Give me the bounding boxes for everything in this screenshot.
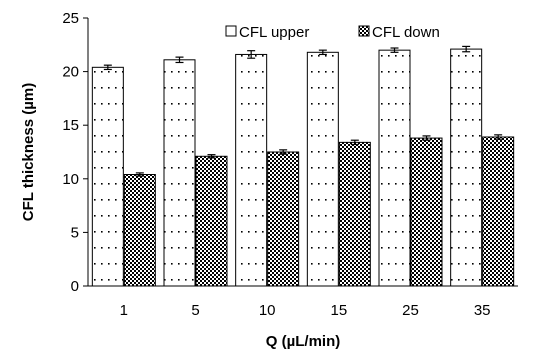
- bar-upper-35: [450, 48, 483, 287]
- x-ticks: 1 5 10 15 25 35: [120, 302, 491, 319]
- legend: CFL upper CFL down: [225, 24, 440, 41]
- bar-down-15: [338, 141, 371, 287]
- bar-down-10: [267, 151, 300, 287]
- bar-upper-5: [163, 59, 196, 287]
- y-axis-title: CFL thickness (µm): [20, 83, 37, 221]
- x-tick-label: 25: [402, 302, 419, 319]
- bar-down-35: [482, 136, 515, 287]
- error-bar-down-10: [279, 149, 288, 155]
- y-tick-label: 15: [62, 117, 79, 134]
- bar-down-25: [410, 137, 443, 287]
- x-tick-label: 1: [120, 302, 128, 319]
- bar-upper-25: [378, 49, 411, 287]
- error-bar-upper-1: [103, 64, 112, 71]
- x-tick-label: 15: [330, 302, 347, 319]
- x-tick-label: 5: [191, 302, 199, 319]
- y-tick-label: 25: [62, 10, 79, 27]
- error-bar-down-5: [207, 154, 216, 159]
- legend-label-upper: CFL upper: [239, 24, 309, 41]
- x-axis-title: Q (µL/min): [266, 333, 340, 350]
- bar-upper-15: [306, 51, 339, 287]
- bar-upper-10: [235, 53, 268, 287]
- error-bar-upper-25: [390, 47, 399, 53]
- bars: [91, 45, 515, 287]
- error-bar-down-25: [422, 135, 431, 141]
- error-bar-down-35: [494, 134, 503, 140]
- bar-down-5: [195, 155, 228, 287]
- y-ticks: 0 5 10 15 20 25: [62, 10, 88, 295]
- error-bar-down-1: [135, 172, 144, 177]
- bar-down-1: [123, 174, 156, 287]
- x-tick-label: 35: [474, 302, 491, 319]
- error-bar-upper-15: [318, 49, 327, 56]
- error-bar-upper-5: [175, 56, 184, 64]
- legend-label-down: CFL down: [372, 24, 440, 41]
- y-tick-label: 0: [71, 278, 79, 295]
- legend-swatch-upper: [225, 25, 237, 37]
- x-tick-label: 10: [259, 302, 276, 319]
- error-bar-upper-10: [247, 50, 256, 59]
- y-tick-label: 10: [62, 171, 79, 188]
- error-bar-down-15: [350, 139, 359, 146]
- legend-swatch-down: [358, 25, 370, 37]
- y-tick-label: 20: [62, 64, 79, 81]
- bar-upper-1: [91, 66, 124, 287]
- error-bar-upper-35: [462, 45, 471, 53]
- y-tick-label: 5: [71, 224, 79, 241]
